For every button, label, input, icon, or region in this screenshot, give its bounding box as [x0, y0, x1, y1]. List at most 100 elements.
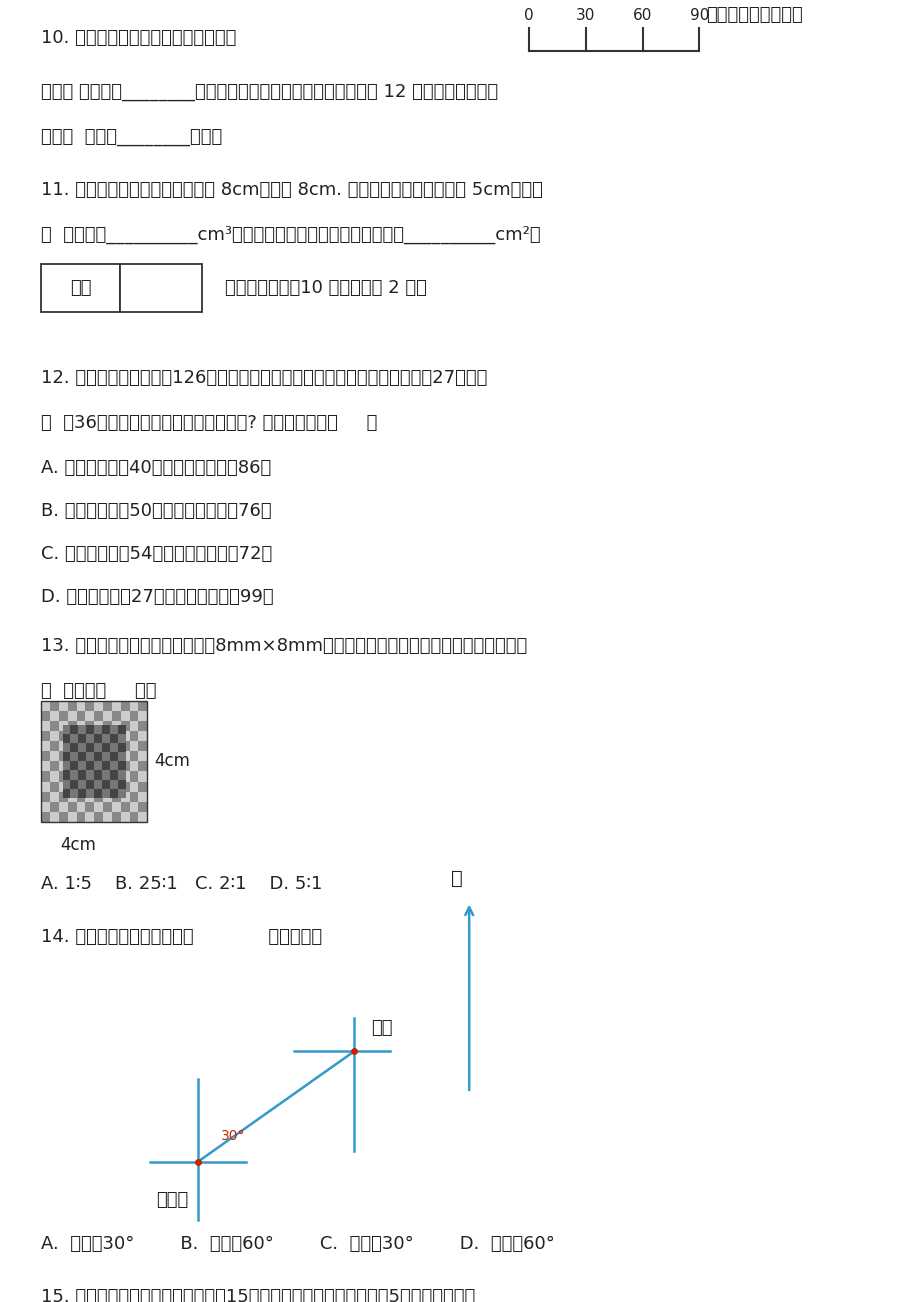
Bar [95, 743, 102, 753]
Bar [86, 771, 95, 780]
Bar [103, 762, 112, 772]
Text: 14. 如图，北京在石家庄的（             ）方向上。: 14. 如图，北京在石家庄的（ ）方向上。 [41, 928, 323, 945]
Text: 4cm: 4cm [61, 836, 96, 854]
Bar [95, 772, 103, 781]
Bar [102, 780, 110, 789]
Bar [103, 730, 112, 741]
Text: A. 大班分到苹果40个，小班分到苹果86个: A. 大班分到苹果40个，小班分到苹果86个 [41, 460, 271, 477]
Bar [68, 741, 76, 751]
Bar [110, 725, 118, 734]
Bar [130, 762, 138, 772]
Bar [62, 734, 71, 743]
Bar [41, 802, 51, 812]
Text: 水  的体积是__________cm³，杯子的内壁与水接触的面积是多少__________cm²。: 水 的体积是__________cm³，杯子的内壁与水接触的面积是多少_____… [41, 225, 540, 243]
Bar [51, 802, 59, 812]
Bar [85, 772, 95, 781]
Bar [62, 743, 71, 753]
Bar [138, 751, 147, 762]
Bar [112, 802, 120, 812]
Bar [112, 792, 120, 802]
Bar [103, 721, 112, 730]
Text: 得分: 得分 [70, 279, 91, 297]
Text: C. 大班分到苹果54个，小班分到苹果72个: C. 大班分到苹果54个，小班分到苹果72个 [41, 546, 272, 562]
Bar [68, 730, 76, 741]
Bar [103, 700, 112, 711]
Bar [51, 700, 59, 711]
Bar [118, 734, 126, 743]
Bar [110, 734, 118, 743]
Bar [95, 771, 102, 780]
Bar [51, 711, 59, 721]
Text: 60: 60 [632, 8, 652, 23]
Bar [59, 762, 68, 772]
Bar [130, 711, 138, 721]
Bar [130, 721, 138, 730]
Bar [138, 700, 147, 711]
Bar [41, 264, 119, 312]
Bar [76, 721, 85, 730]
Bar [130, 812, 138, 822]
Bar [85, 721, 95, 730]
Bar [112, 700, 120, 711]
Bar [103, 741, 112, 751]
Bar [71, 725, 78, 734]
Bar [76, 751, 85, 762]
Bar [51, 751, 59, 762]
Bar [103, 792, 112, 802]
Bar [118, 753, 126, 762]
Bar [95, 730, 103, 741]
Bar [120, 741, 130, 751]
Bar [68, 802, 76, 812]
Bar [41, 700, 147, 822]
Bar [95, 734, 102, 743]
Bar [95, 812, 103, 822]
Bar [112, 772, 120, 781]
Bar [68, 711, 76, 721]
Bar [86, 762, 95, 771]
Bar [78, 734, 86, 743]
Bar [103, 781, 112, 792]
Bar [59, 781, 68, 792]
Bar [103, 812, 112, 822]
Bar [120, 802, 130, 812]
Bar [68, 781, 76, 792]
Bar [85, 700, 95, 711]
Text: 二、选择题。（10 分，每小题 2 分）: 二、选择题。（10 分，每小题 2 分） [225, 279, 426, 297]
Bar [62, 789, 71, 798]
Bar [71, 789, 78, 798]
Bar [59, 751, 68, 762]
Bar [51, 730, 59, 741]
Bar [110, 753, 118, 762]
Bar [130, 802, 138, 812]
Bar [95, 753, 102, 762]
Text: 11. 一个圆柱形水杯的底面直径是 8cm，高是 8cm. 如果杯子里水面的高度是 5cm，那么: 11. 一个圆柱形水杯的底面直径是 8cm，高是 8cm. 如果杯子里水面的高度… [41, 181, 543, 199]
Bar [130, 700, 138, 711]
Bar [95, 721, 103, 730]
Text: 15. 从学校到书店，小兵步行，用了15分钟到达。小月骑自行车，用5分钟到达。小兵: 15. 从学校到书店，小兵步行，用了15分钟到达。小月骑自行车，用5分钟到达。小… [41, 1288, 475, 1302]
Bar [76, 762, 85, 772]
Text: 比例尺 的形式是________，在这张图上量得宁波到上海的距离为 12 厘米，宁波到上海: 比例尺 的形式是________，在这张图上量得宁波到上海的距离为 12 厘米，… [41, 82, 498, 100]
Bar [85, 792, 95, 802]
Bar [62, 753, 71, 762]
Text: 的实际  距离是________千米。: 的实际 距离是________千米。 [41, 128, 222, 146]
Bar [62, 762, 71, 771]
Bar [41, 700, 51, 711]
Bar [120, 711, 130, 721]
Bar [76, 741, 85, 751]
Bar [102, 734, 110, 743]
Bar [41, 751, 51, 762]
Bar [118, 743, 126, 753]
Bar [78, 725, 86, 734]
Bar [62, 780, 71, 789]
Bar [102, 771, 110, 780]
Bar [71, 780, 78, 789]
Bar [120, 772, 130, 781]
Bar [78, 780, 86, 789]
Bar [95, 751, 103, 762]
Text: A. 1∶5    B. 25∶1   C. 2∶1    D. 5∶1: A. 1∶5 B. 25∶1 C. 2∶1 D. 5∶1 [41, 875, 323, 892]
Bar [110, 789, 118, 798]
Bar [120, 812, 130, 822]
Bar [112, 741, 120, 751]
Bar [112, 781, 120, 792]
Bar [76, 700, 85, 711]
